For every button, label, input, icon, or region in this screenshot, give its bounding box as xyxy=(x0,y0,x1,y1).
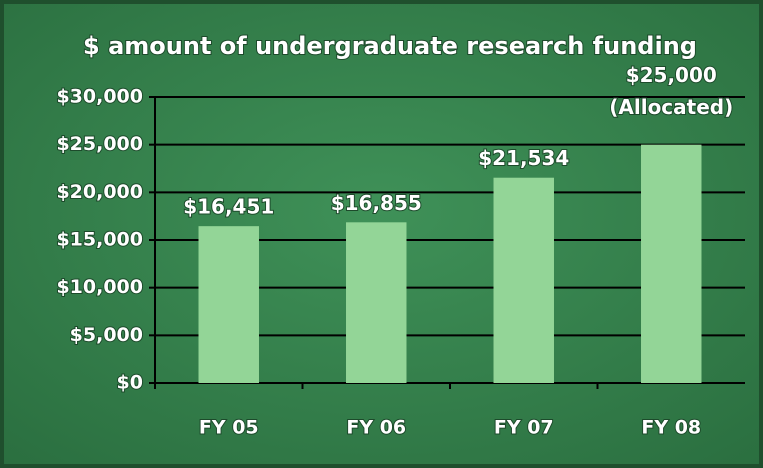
annotation: (Allocated) xyxy=(609,95,733,119)
x-tick-label: FY 07 xyxy=(494,417,554,439)
y-tick-label: $0 xyxy=(117,372,143,394)
y-tick-label: $10,000 xyxy=(56,276,143,298)
y-tick-label: $20,000 xyxy=(56,181,143,203)
bar xyxy=(198,226,259,383)
y-tick-label: $5,000 xyxy=(70,324,143,346)
chart-title: $ amount of undergraduate research fundi… xyxy=(83,32,697,60)
bar xyxy=(641,144,702,383)
y-tick-label: $15,000 xyxy=(56,229,143,251)
data-label: $25,000 xyxy=(626,63,717,87)
bar xyxy=(493,177,554,383)
bar xyxy=(346,222,407,383)
x-tick-label: FY 06 xyxy=(346,417,406,439)
data-label: $21,534 xyxy=(478,146,569,170)
x-tick-label: FY 05 xyxy=(199,417,259,439)
data-label: $16,855 xyxy=(331,191,422,215)
y-tick-label: $30,000 xyxy=(56,86,143,108)
data-label: $16,451 xyxy=(183,195,274,219)
x-tick-label: FY 08 xyxy=(641,417,701,439)
y-tick-label: $25,000 xyxy=(56,133,143,155)
